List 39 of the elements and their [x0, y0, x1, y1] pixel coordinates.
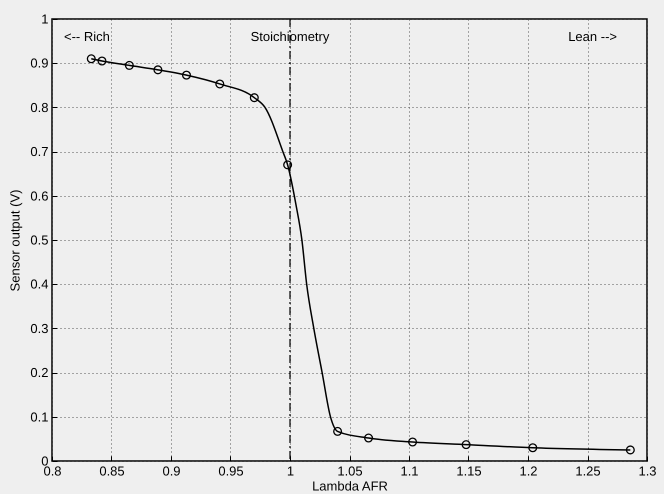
x-tick-label: 1 [286, 464, 294, 478]
ref-line-label: Stoichiometry [250, 29, 330, 44]
y-tick-label: 0.4 [30, 276, 48, 292]
y-tick-label: 0.2 [30, 365, 48, 380]
point [124, 60, 134, 70]
y-tick-label: 0.9 [30, 56, 48, 71]
x-tick-label: 0.85 [99, 464, 125, 478]
y-tick-label: 0.6 [30, 188, 48, 204]
point [408, 437, 418, 447]
x-tick-label: 1.2 [519, 464, 538, 478]
point [153, 65, 162, 74]
x-tick-label: 1.15 [456, 464, 482, 478]
point [364, 434, 374, 443]
y-tick-label: 0.8 [30, 100, 48, 115]
point [462, 440, 471, 450]
point [97, 56, 107, 66]
y-tick-label: 0.3 [30, 320, 48, 336]
x-tick-label: 1.3 [638, 464, 657, 478]
point [86, 54, 96, 64]
x-tick-label: 1.25 [575, 464, 601, 478]
point [333, 426, 342, 436]
x-tick-label: 1.1 [400, 464, 419, 478]
point [626, 445, 635, 454]
y-tick-label: 0.7 [30, 144, 48, 160]
x-axis-title: Lambda AFR [312, 478, 388, 494]
x-tick-label: 0.95 [218, 464, 244, 478]
annotation: Lean --> [568, 29, 617, 44]
y-axis-title: Sensor output (V) [7, 190, 22, 292]
point [215, 79, 224, 88]
x-tick-label: 0.9 [162, 464, 181, 478]
point [283, 160, 292, 170]
y-tick-label: 0.1 [30, 409, 48, 424]
y-tick-label: 1 [41, 12, 48, 26]
point [250, 93, 259, 102]
annotation: <-- Rich [64, 29, 110, 44]
y-tick-label: 0.5 [30, 232, 48, 248]
x-tick-label: 1.05 [337, 464, 363, 478]
point [528, 443, 538, 452]
point [182, 70, 191, 80]
